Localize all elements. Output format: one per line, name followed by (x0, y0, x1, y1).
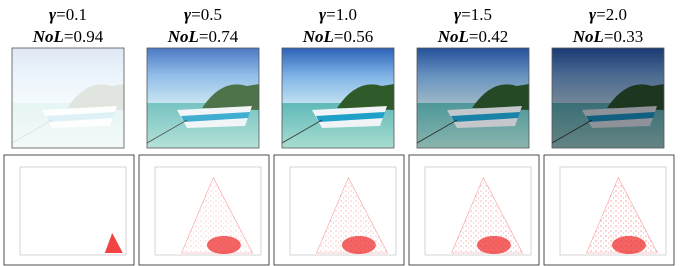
nol-value: =0.42 (469, 27, 508, 46)
plot-dense (207, 236, 241, 254)
nol-label: NoL=0.42 (437, 27, 509, 46)
gamma-label: γ=0.1 (49, 5, 87, 24)
nol-symbol: NoL (32, 27, 64, 46)
nol-label: NoL=0.33 (572, 27, 644, 46)
photo-tone (147, 48, 259, 148)
figure: γ=0.1NoL=0.94γ=0.5NoL=0.74γ=1.0NoL=0.56γ… (0, 0, 680, 266)
nol-symbol: NoL (302, 27, 334, 46)
nol-value: =0.74 (199, 27, 239, 46)
scatter-plot (139, 155, 269, 265)
gamma-label: γ=0.5 (184, 5, 222, 24)
scatter-plot (4, 155, 134, 265)
plot-dense (477, 236, 511, 254)
nol-value: =0.94 (64, 27, 104, 46)
photo (12, 48, 124, 148)
gamma-value: =1.5 (461, 5, 492, 24)
gamma-value: =1.0 (326, 5, 357, 24)
photo-tone (12, 48, 124, 148)
gamma-value: =0.1 (56, 5, 87, 24)
photo-tone (417, 48, 529, 148)
nol-label: NoL=0.94 (32, 27, 104, 46)
plot-dense (342, 236, 376, 254)
nol-value: =0.33 (604, 27, 643, 46)
photo (147, 48, 259, 148)
photo (552, 48, 664, 148)
scatter-plot (544, 155, 674, 265)
nol-symbol: NoL (572, 27, 604, 46)
nol-label: NoL=0.56 (302, 27, 374, 46)
photo (282, 48, 394, 148)
gamma-label: γ=2.0 (589, 5, 627, 24)
photo (417, 48, 529, 148)
gamma-value: =0.5 (191, 5, 222, 24)
scatter-plot (274, 155, 404, 265)
nol-value: =0.56 (334, 27, 373, 46)
nol-symbol: NoL (167, 27, 199, 46)
scatter-plot (409, 155, 539, 265)
plot-dense (612, 236, 646, 254)
gamma-label: γ=1.0 (319, 5, 357, 24)
nol-label: NoL=0.74 (167, 27, 239, 46)
figure-canvas: γ=0.1NoL=0.94γ=0.5NoL=0.74γ=1.0NoL=0.56γ… (0, 0, 680, 266)
photo-tone (552, 48, 664, 148)
gamma-label: γ=1.5 (454, 5, 492, 24)
nol-symbol: NoL (437, 27, 469, 46)
gamma-value: =2.0 (596, 5, 627, 24)
